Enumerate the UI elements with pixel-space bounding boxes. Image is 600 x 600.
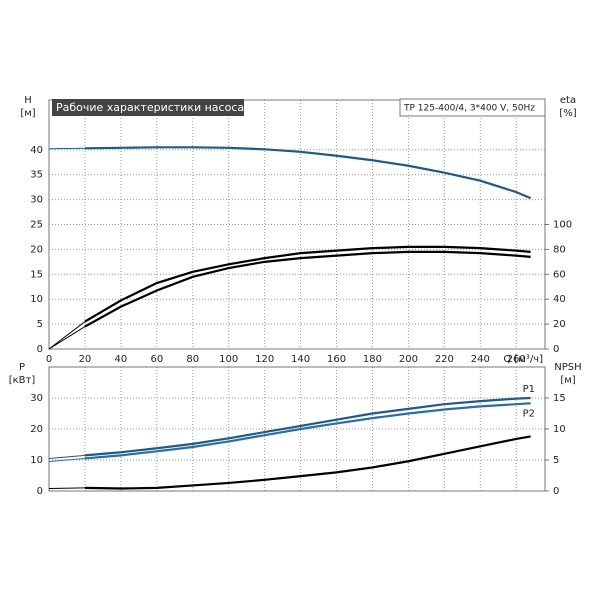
x-tick-label: 140 bbox=[291, 354, 310, 365]
y-tick-label: 0 bbox=[37, 344, 43, 355]
y2-tick-label: 40 bbox=[553, 294, 566, 305]
title-box bbox=[52, 99, 244, 116]
y-tick-label: 10 bbox=[30, 294, 43, 305]
series-line-start bbox=[48, 321, 86, 350]
y-axis-label: P bbox=[19, 362, 25, 373]
y-tick-label: 0 bbox=[37, 486, 43, 497]
series-line bbox=[84, 146, 532, 200]
y-axis-unit: [м] bbox=[20, 108, 35, 119]
x-tick-label: 260 bbox=[507, 354, 526, 365]
y2-tick-label: 20 bbox=[553, 319, 566, 330]
y-tick-label: 20 bbox=[30, 244, 43, 255]
series-line-start bbox=[48, 487, 85, 490]
y2-tick-label: 5 bbox=[553, 455, 559, 466]
y-tick-label: 30 bbox=[30, 195, 43, 206]
x-tick-label: 120 bbox=[255, 354, 274, 365]
y2-tick-label: 0 bbox=[553, 486, 559, 497]
y-tick-label: 40 bbox=[30, 145, 43, 156]
y2-tick-label: 80 bbox=[553, 244, 566, 255]
x-tick-label: 200 bbox=[399, 354, 418, 365]
subtitle-box bbox=[399, 98, 546, 117]
x-tick-label: 160 bbox=[327, 354, 346, 365]
x-tick-label: 20 bbox=[79, 354, 92, 365]
x-tick-label: 0 bbox=[46, 354, 52, 365]
series-label: P2 bbox=[523, 408, 535, 419]
y-tick-label: 30 bbox=[30, 393, 43, 404]
y-tick-label: 20 bbox=[30, 424, 43, 435]
y2-tick-label: 60 bbox=[553, 269, 566, 280]
y-tick-label: 5 bbox=[37, 319, 43, 330]
y-tick-label: 10 bbox=[30, 455, 43, 466]
y-axis-label: H bbox=[24, 95, 32, 106]
series-line-start bbox=[48, 326, 86, 350]
y2-tick-label: 15 bbox=[553, 393, 566, 404]
y2-axis-label: eta bbox=[560, 95, 576, 106]
x-tick-label: 240 bbox=[471, 354, 490, 365]
series-line bbox=[84, 250, 531, 328]
series-line bbox=[84, 435, 531, 490]
y2-tick-label: 100 bbox=[553, 220, 572, 231]
x-tick-label: 100 bbox=[219, 354, 238, 365]
series-label: P1 bbox=[523, 384, 535, 395]
y-tick-label: 25 bbox=[30, 220, 43, 231]
y2-axis-label: NPSH bbox=[554, 362, 581, 373]
x-tick-label: 60 bbox=[150, 354, 163, 365]
x-tick-label: 180 bbox=[363, 354, 382, 365]
y2-axis-unit: [%] bbox=[559, 108, 576, 119]
y-tick-label: 15 bbox=[30, 269, 43, 280]
plot-frame bbox=[48, 99, 546, 350]
series-line bbox=[84, 396, 531, 457]
y-tick-label: 35 bbox=[30, 170, 43, 181]
y-axis-unit: [кВт] bbox=[9, 375, 36, 386]
x-axis-label: Q [м³/ч] bbox=[503, 354, 543, 365]
series-line bbox=[84, 402, 531, 460]
series-line bbox=[84, 245, 531, 323]
x-tick-label: 220 bbox=[435, 354, 454, 365]
chart-subtitle: TP 125-400/4, 3*400 V, 50Hz bbox=[403, 104, 535, 114]
x-tick-label: 40 bbox=[115, 354, 128, 365]
x-tick-label: 80 bbox=[186, 354, 199, 365]
chart-title: Рабочие характеристики насоса bbox=[56, 101, 244, 114]
series-line-start bbox=[48, 457, 85, 463]
plot-frame bbox=[48, 366, 546, 492]
y2-tick-label: 10 bbox=[553, 424, 566, 435]
y2-axis-unit: [м] bbox=[560, 375, 575, 386]
series-line-start bbox=[48, 454, 85, 459]
y2-tick-label: 0 bbox=[553, 344, 559, 355]
